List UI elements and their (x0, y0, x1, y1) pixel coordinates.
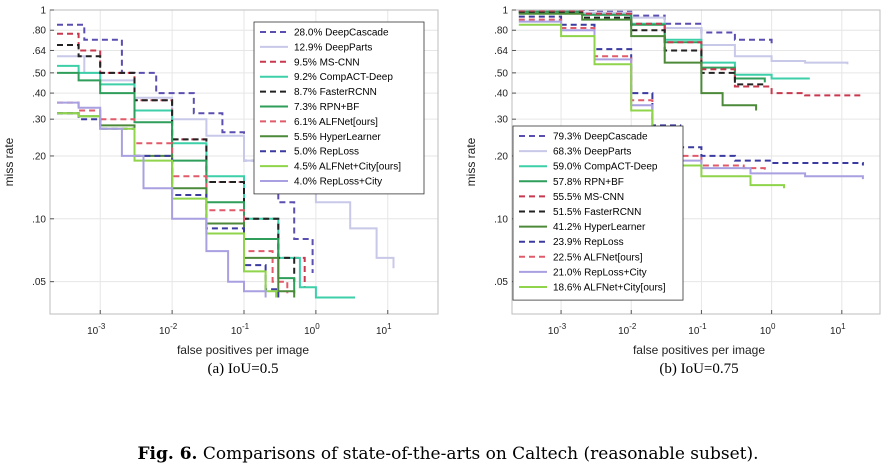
series-line-6 (57, 101, 289, 294)
series-line-7 (518, 15, 864, 166)
legend-entry-3: 57.8% RPN+BF (553, 177, 624, 188)
x-tick-label: 100 (304, 322, 320, 337)
y-tick-label: 1 (40, 6, 46, 17)
y-tick-label: .64 (32, 46, 46, 57)
legend-entry-9: 4.5% ALFNet+City[ours] (294, 162, 401, 173)
legend-entry-9: 21.0% RepLoss+City (553, 267, 647, 278)
y-tick-label: .50 (32, 68, 46, 79)
y-tick-label: .05 (494, 277, 508, 288)
y-tick-label: .80 (32, 26, 46, 37)
figure-caption-label: Fig. 6. (137, 444, 198, 464)
legend-entry-10: 18.6% ALFNet+City[ours] (553, 283, 666, 294)
x-axis-label: false positives per image (177, 343, 309, 357)
series-line-0 (57, 23, 314, 273)
subcaption: (b) IoU=0.75 (659, 361, 738, 377)
series-line-8 (57, 112, 280, 298)
y-tick-label: .40 (32, 89, 46, 100)
subcaption: (a) IoU=0.5 (208, 361, 279, 377)
panel-iou-0.75: 1 .80 .64 .50 .40 .30 .20 .10 .05 10-3 10-2 10-1 100… (464, 6, 881, 377)
x-tick-label: 10-3 (87, 322, 106, 337)
x-tick-label: 100 (760, 322, 776, 337)
series-line-10 (57, 101, 267, 298)
legend-entry-5: 51.5% FasterRCNN (553, 207, 641, 218)
y-tick-label: .80 (494, 26, 508, 37)
legend-entry-6: 41.2% HyperLearner (553, 222, 646, 233)
legend-entry-7: 23.9% RepLoss (553, 237, 624, 248)
y-tick-label: .40 (494, 89, 508, 100)
legend-entry-1: 12.9% DeepParts (294, 42, 372, 53)
legend-entry-8: 22.5% ALFNet[ours] (553, 252, 643, 263)
axes-frame (511, 9, 881, 315)
y-tick-label: .20 (494, 151, 508, 162)
series-line-8 (518, 18, 766, 171)
y-tick-label: .05 (32, 277, 46, 288)
y-axis-label: miss rate (2, 137, 16, 186)
y-tick-label: .10 (32, 214, 46, 225)
series-line-0 (518, 10, 773, 44)
series-group (57, 23, 395, 299)
legend-entry-0: 28.0% DeepCascade (294, 28, 389, 39)
legend-entry-4: 8.7% FasterRCNN (294, 87, 377, 98)
legend-entry-8: 5.0% RepLoss (294, 147, 359, 158)
x-tick-label: 10-2 (618, 322, 637, 337)
x-tick-label: 10-3 (548, 322, 567, 337)
figure-caption: Fig. 6. Comparisons of state-of-the-arts… (0, 444, 896, 464)
x-tick-label: 101 (830, 322, 846, 337)
legend-entry-2: 9.5% MS-CNN (294, 57, 360, 68)
y-tick-label: 1 (502, 6, 508, 17)
figure-caption-text: Comparisons of state-of-the-arts on Calt… (202, 444, 759, 464)
legend-entry-2: 59.0% CompACT-Deep (553, 162, 658, 173)
x-tick-label: 10-2 (159, 322, 178, 337)
legend-entry-1: 68.3% DeepParts (553, 147, 631, 158)
x-tick-label: 10-1 (688, 322, 707, 337)
panel-iou-0.5: 1 .80 .64 .50 .40 .30 .20 .10 .05 10-3 10-2 10-1 100… (2, 6, 439, 377)
y-tick-label: .30 (494, 115, 508, 126)
x-tick-label: 101 (376, 322, 392, 337)
x-axis-label: false positives per image (633, 343, 765, 357)
legend-entry-10: 4.0% RepLoss+City (294, 177, 382, 188)
y-tick-label: .20 (32, 151, 46, 162)
legend-entry-3: 9.2% CompACT-Deep (294, 72, 393, 83)
legend-entry-4: 55.5% MS-CNN (553, 192, 624, 203)
y-tick-label: .30 (32, 115, 46, 126)
legend-entry-6: 6.1% ALFNet[ours] (294, 117, 378, 128)
legend: 79.3% DeepCascade 68.3% DeepParts 59.0% Co… (512, 125, 684, 301)
y-axis-label: miss rate (464, 137, 478, 186)
legend: 28.0% DeepCascade 12.9% DeepParts 9.5% MS-… (253, 21, 425, 195)
y-tick-label: .50 (494, 68, 508, 79)
legend-entry-5: 7.3% RPN+BF (294, 102, 359, 113)
x-tick-label: 10-1 (231, 322, 250, 337)
series-line-6 (518, 12, 758, 111)
y-tick-label: .64 (494, 46, 508, 57)
legend-entry-0: 79.3% DeepCascade (553, 132, 648, 143)
y-tick-label: .10 (494, 214, 508, 225)
legend-entry-7: 5.5% HyperLearner (294, 132, 381, 143)
